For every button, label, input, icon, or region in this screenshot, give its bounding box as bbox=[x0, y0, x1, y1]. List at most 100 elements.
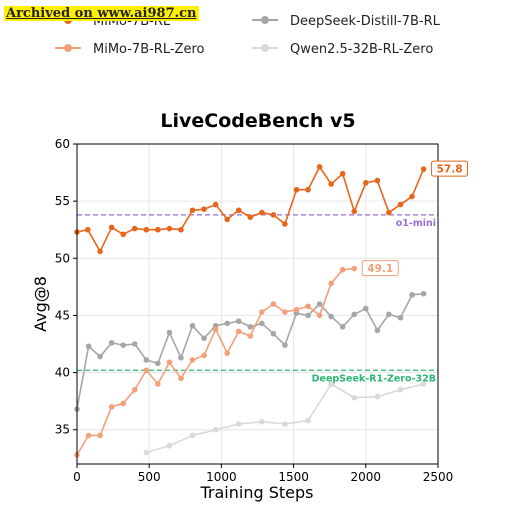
data-point bbox=[97, 353, 103, 360]
data-point bbox=[166, 329, 173, 336]
data-point bbox=[363, 305, 369, 312]
data-point bbox=[282, 342, 288, 348]
data-point bbox=[131, 341, 138, 347]
reference-lines: o1-mini DeepSeek-R1-Zero-32B bbox=[77, 214, 438, 384]
data-point bbox=[166, 442, 173, 449]
data-point bbox=[212, 326, 219, 332]
data-point bbox=[293, 186, 300, 193]
data-point bbox=[270, 330, 277, 337]
data-point bbox=[374, 327, 381, 334]
data-point bbox=[143, 226, 150, 233]
data-point bbox=[166, 225, 173, 232]
legend-label: MiMo-7B-RL-Zero bbox=[93, 42, 205, 57]
data-point bbox=[189, 322, 196, 329]
data-point bbox=[409, 292, 415, 298]
legend-label: Qwen2.5-32B-RL-Zero bbox=[290, 42, 433, 57]
data-point bbox=[259, 320, 265, 327]
data-point bbox=[397, 314, 404, 321]
data-point bbox=[201, 335, 207, 342]
data-point bbox=[155, 381, 161, 387]
data-point bbox=[201, 206, 207, 212]
chart-title: LiveCodeBench v5 bbox=[160, 110, 355, 132]
data-point bbox=[235, 318, 242, 324]
data-point bbox=[224, 320, 230, 327]
final-value-label: 57.8 bbox=[431, 160, 469, 177]
data-point bbox=[189, 357, 196, 363]
y-tick-label: 45 bbox=[55, 308, 70, 322]
x-tick-label: 2000 bbox=[351, 470, 382, 484]
data-point bbox=[328, 280, 334, 287]
data-point bbox=[282, 421, 288, 427]
data-point bbox=[155, 360, 161, 367]
data-point bbox=[143, 367, 150, 374]
data-point bbox=[386, 311, 392, 318]
data-point bbox=[328, 181, 334, 187]
data-point bbox=[97, 432, 103, 439]
data-point bbox=[351, 265, 358, 272]
series-line bbox=[146, 383, 424, 454]
data-point bbox=[316, 301, 323, 307]
y-tick-label: 40 bbox=[55, 366, 70, 380]
x-tick-label: 1000 bbox=[206, 470, 237, 484]
data-point bbox=[339, 324, 346, 330]
data-point bbox=[108, 224, 115, 231]
data-point bbox=[85, 226, 91, 233]
data-point bbox=[212, 426, 219, 433]
series-line bbox=[76, 166, 425, 253]
data-point bbox=[386, 209, 392, 216]
x-axis-ticks: 0 500 1000 1500 2000 2500 bbox=[73, 464, 453, 484]
reference-line-label: DeepSeek-R1-Zero-32B bbox=[312, 373, 436, 384]
data-point bbox=[201, 352, 207, 359]
y-tick-label: 50 bbox=[55, 251, 70, 265]
plot-frame bbox=[76, 143, 439, 465]
data-point bbox=[282, 309, 288, 315]
data-point bbox=[420, 381, 427, 387]
data-point bbox=[131, 225, 138, 232]
data-point bbox=[108, 340, 115, 346]
series-layer bbox=[74, 164, 427, 458]
series bbox=[143, 381, 427, 456]
legend-entry: MiMo-7B-RL-Zero bbox=[55, 42, 205, 57]
data-point bbox=[259, 309, 265, 315]
y-axis-label: Avg@8 bbox=[31, 276, 50, 332]
final-value-box bbox=[431, 160, 469, 177]
data-point bbox=[305, 417, 311, 424]
data-point bbox=[397, 201, 404, 208]
data-point bbox=[259, 209, 265, 216]
data-point bbox=[374, 393, 381, 400]
data-point bbox=[235, 421, 242, 427]
data-point bbox=[351, 311, 358, 318]
final-value-text: 57.8 bbox=[437, 164, 463, 176]
data-point bbox=[166, 359, 173, 366]
data-point bbox=[189, 207, 196, 214]
data-point bbox=[178, 375, 184, 382]
series bbox=[74, 164, 427, 255]
grid bbox=[76, 143, 439, 464]
data-point bbox=[270, 301, 277, 307]
data-point bbox=[328, 313, 334, 320]
data-point bbox=[247, 324, 254, 330]
series bbox=[74, 290, 427, 412]
final-value-labels: 57.8 49.1 bbox=[361, 160, 469, 277]
data-point bbox=[339, 266, 346, 273]
data-point bbox=[224, 350, 230, 356]
legend-swatch-marker bbox=[261, 16, 269, 24]
final-value-label: 49.1 bbox=[361, 260, 399, 277]
final-value-text: 49.1 bbox=[367, 263, 393, 275]
data-point bbox=[97, 248, 103, 255]
x-tick-label: 0 bbox=[73, 470, 81, 484]
data-point bbox=[212, 201, 219, 208]
legend-entry: Qwen2.5-32B-RL-Zero bbox=[252, 42, 433, 57]
data-point bbox=[351, 394, 358, 401]
y-tick-label: 55 bbox=[55, 194, 70, 208]
data-point bbox=[224, 216, 230, 223]
data-point bbox=[282, 221, 288, 227]
data-point bbox=[305, 186, 311, 193]
data-point bbox=[409, 193, 415, 200]
legend-label: DeepSeek-Distill-7B-RL bbox=[290, 14, 441, 29]
data-point bbox=[316, 164, 323, 170]
x-axis-label: Training Steps bbox=[200, 483, 314, 502]
data-point bbox=[247, 333, 254, 339]
data-point bbox=[259, 418, 265, 425]
